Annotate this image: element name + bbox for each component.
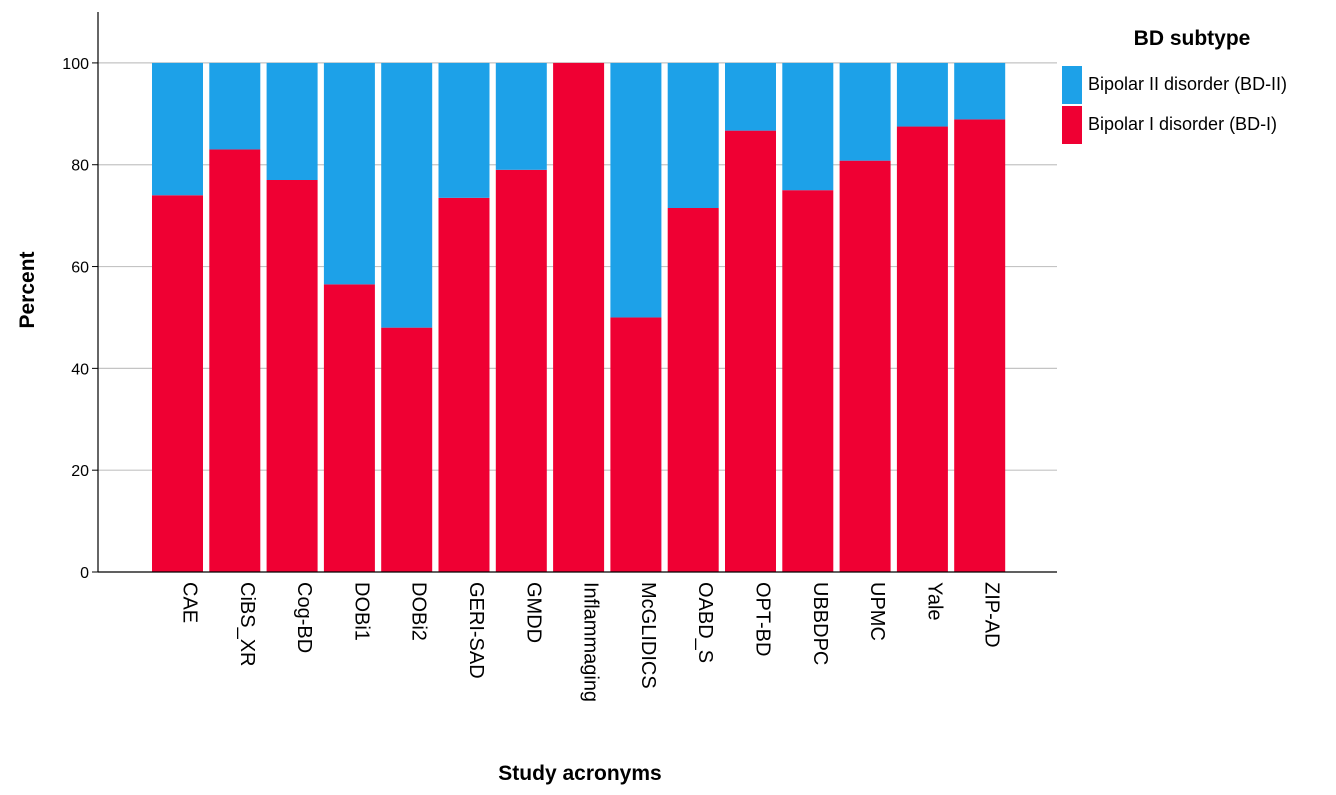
bar-bd-i xyxy=(954,119,1006,572)
legend-swatch xyxy=(1062,66,1082,104)
x-tick-label: UPMC xyxy=(866,582,888,641)
bar-bd-ii xyxy=(381,62,433,328)
bar-bd-i xyxy=(495,169,547,572)
y-axis-label: Percent xyxy=(16,251,39,328)
bar-bd-ii xyxy=(782,62,834,191)
x-tick-label: OABD_S xyxy=(694,582,716,663)
bar-bd-ii xyxy=(667,62,719,209)
bar-bd-ii xyxy=(266,62,318,181)
bar-bd-ii xyxy=(610,62,662,318)
x-tick-label: Cog-BD xyxy=(293,582,315,653)
x-tick-label: UBBDPC xyxy=(809,582,831,665)
legend-items: Bipolar II disorder (BD-II) Bipolar I dis… xyxy=(1062,66,1287,144)
x-tick-label: ZIP-AD xyxy=(981,582,1003,648)
legend-label: Bipolar I disorder (BD-I) xyxy=(1088,114,1277,134)
x-tick-label: McGLIDICS xyxy=(637,582,659,689)
y-tick-label: 60 xyxy=(71,260,89,277)
bar-bd-ii xyxy=(954,62,1006,120)
y-tick-label: 100 xyxy=(62,56,89,73)
bar-bd-i xyxy=(152,195,203,573)
bar-bd-ii xyxy=(152,62,203,196)
bar-bd-i xyxy=(381,327,433,572)
legend-label: Bipolar II disorder (BD-II) xyxy=(1088,74,1287,94)
legend: BD subtype Bipolar II disorder (BD-II)Bi… xyxy=(1062,27,1287,144)
x-tick-label: CiBS_XR xyxy=(236,582,258,666)
x-tick-label: GERI-SAD xyxy=(465,582,487,679)
bar-bd-ii xyxy=(839,62,891,161)
bar-bd-i xyxy=(667,208,719,572)
x-tick-label: GMDD xyxy=(522,582,544,643)
x-tick-label: Yale xyxy=(923,582,945,621)
bar-bd-i xyxy=(610,317,662,572)
bar-bd-i xyxy=(782,190,834,572)
y-tick-label: 80 xyxy=(71,158,89,175)
x-axis-label: Study acronyms xyxy=(498,762,661,785)
x-tick-labels: CAE CiBS_XR Cog-BD DOBi1 DOBi2 GERI-SAD GMDD In… xyxy=(179,582,1003,702)
y-tick-label: 20 xyxy=(71,463,89,480)
bar-bd-i xyxy=(266,180,318,572)
y-tick-label: 0 xyxy=(80,565,89,582)
x-tick-label: OPT-BD xyxy=(752,582,774,656)
legend-swatch xyxy=(1062,106,1082,144)
bar-bd-i xyxy=(896,126,948,572)
bar-bd-ii xyxy=(725,62,776,131)
y-tick-labels: 0 20 40 60 80 100 xyxy=(62,56,89,582)
bar-bd-i xyxy=(323,284,375,572)
bars xyxy=(152,62,1006,573)
bar-bd-i xyxy=(209,149,261,573)
bar-bd-ii xyxy=(438,62,490,198)
x-tick-label: DOBi1 xyxy=(350,582,372,641)
bar-bd-ii xyxy=(209,62,261,150)
x-tick-label: Inflammaging xyxy=(580,582,602,702)
bar-bd-i xyxy=(725,130,776,573)
legend-title: BD subtype xyxy=(1134,27,1251,50)
bar-bd-ii xyxy=(896,62,948,127)
y-tick-label: 40 xyxy=(71,361,89,378)
axes xyxy=(92,12,1057,573)
x-tick-label: DOBi2 xyxy=(408,582,430,641)
bar-bd-ii xyxy=(495,62,547,170)
bar-bd-i xyxy=(839,160,891,572)
bar-bd-i xyxy=(438,197,490,572)
bar-bd-i xyxy=(553,62,605,573)
bar-bd-ii xyxy=(323,62,375,285)
x-tick-label: CAE xyxy=(179,582,201,623)
